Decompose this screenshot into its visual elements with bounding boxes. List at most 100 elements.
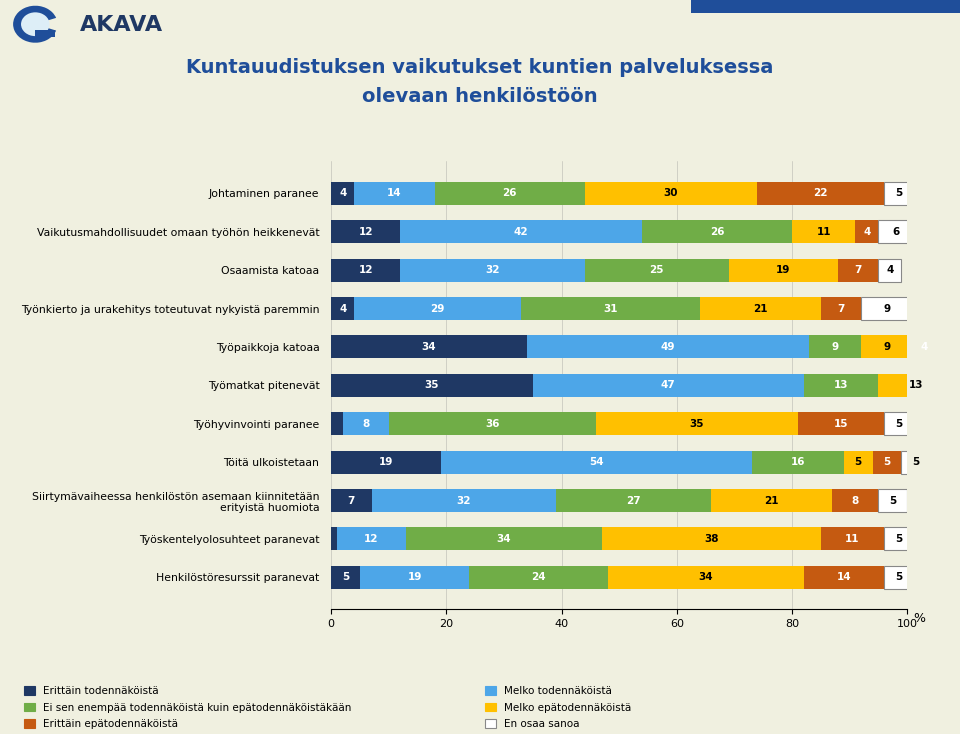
Text: 9: 9 — [883, 342, 891, 352]
Text: 54: 54 — [588, 457, 604, 467]
Text: 12: 12 — [358, 227, 373, 237]
Text: 22: 22 — [813, 189, 828, 198]
Wedge shape — [21, 12, 50, 36]
Bar — [729, 258, 838, 282]
Text: 8: 8 — [362, 419, 370, 429]
Bar — [596, 413, 798, 435]
Text: 4: 4 — [339, 189, 347, 198]
Text: 25: 25 — [649, 265, 664, 275]
Bar — [331, 451, 441, 473]
Bar — [792, 220, 855, 243]
Bar — [331, 220, 400, 243]
Legend: Erittäin todennäköistä, Ei sen enempää todennäköistä kuin epätodennäköistäkään, : Erittäin todennäköistä, Ei sen enempää t… — [24, 686, 351, 729]
Text: 5: 5 — [895, 189, 902, 198]
Text: Kuntauudistuksen vaikutukset kuntien palveluksessa: Kuntauudistuksen vaikutukset kuntien pal… — [186, 58, 774, 77]
Text: 5: 5 — [912, 457, 920, 467]
Bar — [331, 182, 354, 205]
Text: 27: 27 — [626, 495, 641, 506]
Text: 35: 35 — [424, 380, 440, 390]
Text: 34: 34 — [421, 342, 437, 352]
Text: 11: 11 — [816, 227, 831, 237]
Text: 16: 16 — [790, 457, 805, 467]
Bar — [700, 297, 821, 320]
Bar — [360, 566, 469, 589]
Text: 8: 8 — [852, 495, 859, 506]
Text: 34: 34 — [496, 534, 512, 544]
Bar — [331, 258, 400, 282]
Bar — [527, 335, 809, 358]
Bar — [844, 451, 873, 473]
Bar — [711, 489, 832, 512]
Text: 32: 32 — [485, 265, 500, 275]
Bar — [400, 220, 642, 243]
Bar — [521, 297, 700, 320]
Text: 5: 5 — [342, 573, 349, 582]
Bar — [36, 30, 56, 37]
Text: 31: 31 — [603, 304, 618, 313]
Text: 5: 5 — [895, 534, 902, 544]
Wedge shape — [13, 6, 56, 43]
Bar — [953, 374, 960, 397]
Text: AKAVA: AKAVA — [80, 15, 163, 35]
Bar — [804, 374, 878, 397]
Text: olevaan henkilöstöön: olevaan henkilöstöön — [362, 87, 598, 106]
Bar — [354, 297, 521, 320]
Bar — [855, 220, 878, 243]
Bar — [406, 528, 602, 550]
FancyArrow shape — [691, 0, 960, 13]
Bar — [533, 374, 804, 397]
Bar — [331, 335, 527, 358]
Bar — [331, 413, 343, 435]
Text: 29: 29 — [431, 304, 444, 313]
Bar — [878, 220, 913, 243]
Bar — [878, 374, 953, 397]
Text: 4: 4 — [863, 227, 871, 237]
Text: 21: 21 — [753, 304, 768, 313]
Text: 6: 6 — [892, 227, 900, 237]
Bar — [372, 489, 556, 512]
Text: 13: 13 — [908, 380, 924, 390]
Text: 12: 12 — [358, 265, 373, 275]
Bar — [809, 335, 861, 358]
Bar — [804, 566, 884, 589]
Bar — [884, 528, 913, 550]
Bar — [556, 489, 711, 512]
Bar — [585, 182, 757, 205]
Bar — [602, 528, 821, 550]
Bar — [435, 182, 585, 205]
Bar — [873, 451, 901, 473]
Text: 7: 7 — [854, 265, 862, 275]
Text: 32: 32 — [456, 495, 471, 506]
Bar — [832, 489, 878, 512]
Bar — [354, 182, 435, 205]
Text: 47: 47 — [660, 380, 676, 390]
Text: 5: 5 — [895, 419, 902, 429]
Text: 26: 26 — [502, 189, 517, 198]
Bar — [884, 566, 913, 589]
Bar — [913, 335, 936, 358]
Bar — [884, 182, 913, 205]
Bar — [400, 258, 585, 282]
Bar — [752, 451, 844, 473]
Text: 9: 9 — [883, 304, 891, 313]
Text: 21: 21 — [764, 495, 780, 506]
Text: %: % — [913, 612, 925, 625]
Bar — [585, 258, 729, 282]
Bar — [469, 566, 608, 589]
Text: 26: 26 — [709, 227, 725, 237]
Text: 42: 42 — [514, 227, 529, 237]
Bar — [884, 413, 913, 435]
Text: 49: 49 — [660, 342, 676, 352]
Text: 14: 14 — [836, 573, 852, 582]
Text: 30: 30 — [663, 189, 679, 198]
Text: 5: 5 — [889, 495, 897, 506]
Bar — [821, 528, 884, 550]
Bar — [337, 528, 406, 550]
Bar — [861, 297, 913, 320]
Text: 19: 19 — [408, 573, 421, 582]
Bar — [331, 374, 533, 397]
Text: 9: 9 — [831, 342, 839, 352]
Bar — [642, 220, 792, 243]
Bar — [901, 451, 930, 473]
Bar — [878, 489, 907, 512]
